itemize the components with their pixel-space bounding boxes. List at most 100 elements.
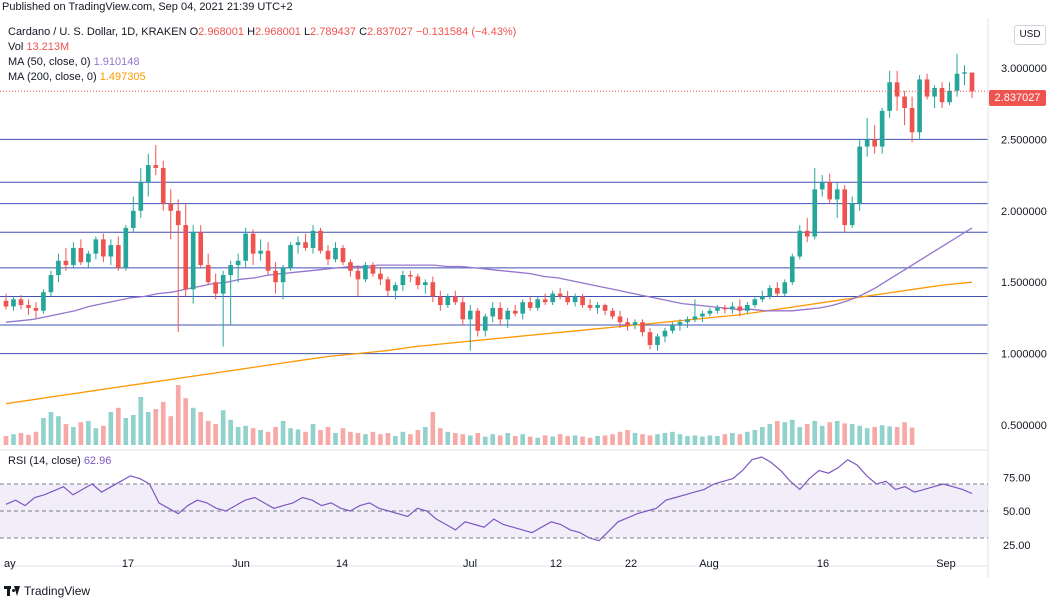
- volume-bar: [774, 421, 780, 445]
- candle: [116, 236, 121, 271]
- volume-bar: [670, 431, 675, 445]
- symbol-title[interactable]: Cardano / U. S. Dollar, 1D, KRAKEN: [8, 26, 187, 38]
- low-value: 2.789437: [310, 26, 357, 38]
- candle-body: [782, 282, 788, 294]
- candle: [303, 233, 308, 251]
- candle-body: [41, 292, 46, 311]
- candle: [295, 236, 301, 254]
- candle: [812, 167, 818, 240]
- candle-body: [130, 210, 136, 228]
- volume-label[interactable]: Vol: [8, 41, 24, 53]
- candle: [235, 253, 241, 283]
- volume-bar: [168, 416, 174, 445]
- candle-body: [842, 189, 848, 226]
- ma200-label[interactable]: MA (200, close, 0): [8, 71, 97, 83]
- candle: [288, 242, 293, 271]
- volume-bar: [647, 435, 653, 445]
- volume-bar: [460, 434, 466, 445]
- candle-body: [258, 250, 263, 254]
- chart-area[interactable]: 3.000000 2.500000 2.000000 1.500000 1.000000…: [0, 18, 1063, 578]
- candle-body: [542, 299, 548, 303]
- open-value: 2.968001: [198, 26, 245, 38]
- volume-bar: [512, 436, 518, 445]
- volume-bar: [86, 421, 91, 445]
- candle-body: [924, 79, 930, 97]
- candle: [550, 290, 555, 306]
- currency-button[interactable]: USD: [1014, 25, 1046, 45]
- candle-body: [56, 260, 61, 276]
- volume-bar: [849, 424, 855, 445]
- volume-bar: [677, 434, 683, 445]
- candle-body: [550, 293, 555, 303]
- candle: [707, 307, 713, 317]
- candle-body: [969, 72, 975, 92]
- volume-bar: [872, 427, 877, 445]
- candle-body: [722, 307, 728, 310]
- candle: [250, 229, 256, 266]
- rsi-value: 62.96: [83, 455, 112, 467]
- volume-bar: [730, 433, 735, 445]
- volume-bar: [640, 434, 645, 445]
- volume-bar: [894, 427, 900, 445]
- candle: [962, 65, 967, 86]
- volume-bar: [527, 436, 533, 445]
- volume-bar: [71, 427, 76, 445]
- candle-body: [235, 260, 241, 266]
- candle-body: [205, 265, 211, 283]
- volume-bar: [797, 427, 803, 445]
- candle: [655, 333, 660, 351]
- candle: [789, 253, 795, 286]
- candle: [662, 327, 668, 343]
- volume-bar: [63, 424, 69, 445]
- volume-bar: [782, 422, 788, 445]
- candle: [887, 70, 892, 118]
- candle: [670, 322, 675, 334]
- candle: [610, 307, 615, 320]
- candle-body: [400, 275, 406, 286]
- candle-body: [557, 293, 563, 297]
- candle: [33, 302, 39, 318]
- candle: [804, 217, 810, 243]
- volume-bar: [408, 434, 413, 445]
- published-text: Published on TradingView.com, Sep 04, 20…: [2, 1, 293, 13]
- candle-body: [33, 307, 39, 311]
- candle: [78, 239, 84, 266]
- candle: [3, 293, 9, 310]
- price-chart-svg[interactable]: 3.000000 2.500000 2.000000 1.500000 1.000000…: [0, 18, 1063, 578]
- candle: [348, 259, 353, 277]
- candle: [198, 225, 204, 268]
- volume-bar: [617, 431, 623, 445]
- candle-body: [864, 139, 870, 147]
- candle-body: [505, 310, 511, 320]
- candle: [505, 307, 511, 328]
- volume-bar: [33, 431, 39, 445]
- candle: [467, 305, 473, 351]
- volume-bar: [138, 397, 144, 445]
- candle: [954, 53, 960, 97]
- volume-bar: [700, 436, 705, 445]
- time-axis-label: 12: [550, 558, 562, 570]
- time-axis-label: 22: [625, 558, 637, 570]
- candle-body: [535, 299, 540, 308]
- candle: [310, 225, 316, 254]
- volume-bar: [602, 435, 608, 445]
- candle-body: [3, 300, 9, 307]
- candle: [917, 75, 922, 140]
- volume-bar: [662, 433, 668, 445]
- time-axis-label: Jul: [463, 558, 477, 570]
- rsi-label[interactable]: RSI (14, close): [8, 455, 81, 467]
- volume-bar: [250, 428, 256, 445]
- price-axis-label: 0.500000: [1001, 420, 1047, 432]
- volume-bar: [56, 416, 61, 445]
- candle: [625, 317, 630, 331]
- volume-bar: [767, 424, 773, 445]
- footer-brand[interactable]: TradingView: [4, 584, 90, 598]
- candle-body: [932, 87, 937, 97]
- candle: [947, 82, 952, 106]
- candle-body: [894, 82, 900, 97]
- open-label: O: [189, 26, 199, 38]
- candle: [527, 296, 533, 311]
- candle-body: [752, 299, 758, 306]
- candle-body: [804, 230, 810, 237]
- ma50-label[interactable]: MA (50, close, 0): [8, 56, 91, 68]
